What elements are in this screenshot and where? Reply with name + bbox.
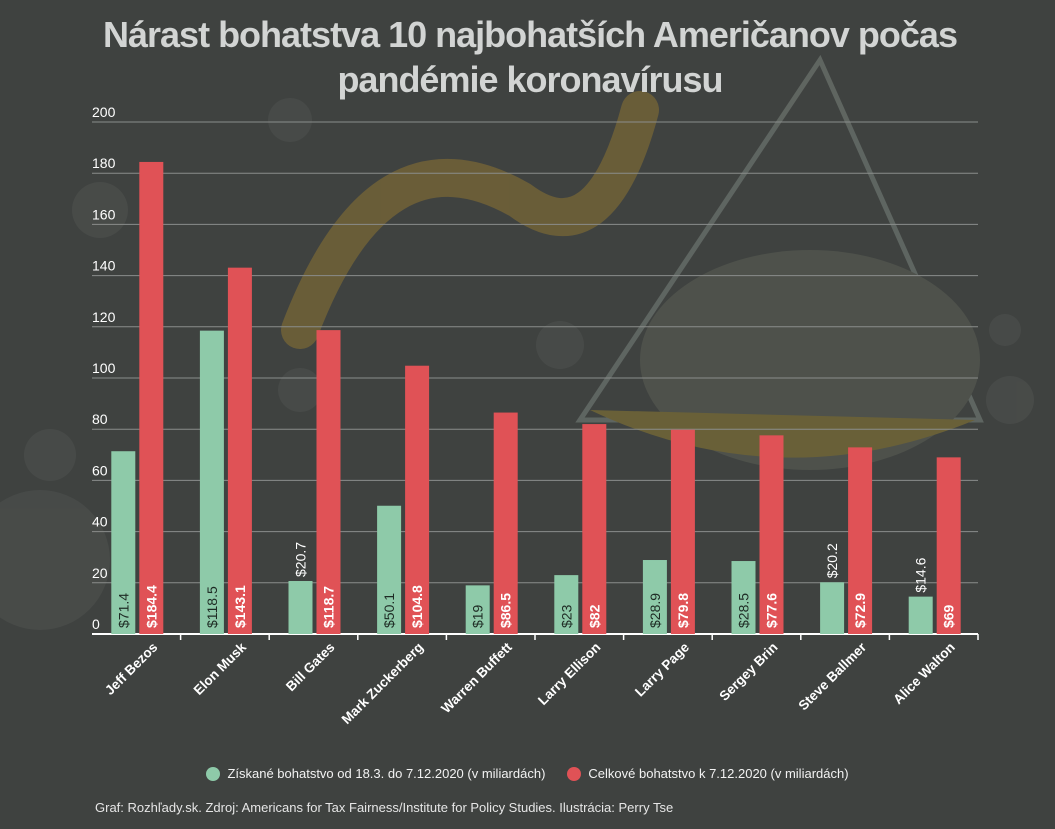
data-label: $104.8 [409,585,425,628]
data-label: $82 [586,604,602,628]
data-label: $50.1 [381,593,397,628]
bar-total [139,161,164,634]
data-label: $20.2 [824,543,840,578]
y-tick-label: 80 [92,411,108,427]
legend-swatch-total [567,766,582,781]
data-label: $184.4 [143,585,159,628]
y-tick-label: 20 [92,565,108,581]
legend-item-gained[interactable]: Získané bohatstvo od 18.3. do 7.12.2020 … [206,766,545,781]
bar-gained [820,582,845,634]
data-label: $28.9 [647,593,663,628]
bar-total [759,435,784,634]
source-note: Graf: Rozhľady.sk. Zdroj: Americans for … [95,800,674,815]
data-label: $72.9 [852,593,868,628]
bar-gained [465,585,490,634]
y-tick-label: 180 [92,155,116,171]
data-label: $118.7 [321,586,337,628]
bar-gained [908,596,933,634]
y-tick-label: 100 [92,360,116,376]
data-label: $19 [470,604,486,628]
legend: Získané bohatstvo od 18.3. do 7.12.2020 … [0,766,1055,781]
chart-title: Nárast bohatstva 10 najbohatších Američa… [103,14,958,100]
bar-total [227,267,252,634]
data-label: $77.6 [764,593,780,628]
bar-total [848,447,873,634]
bar-gained [642,560,667,634]
data-label: $69 [941,604,957,628]
x-category-label: Warren Buffett [438,639,515,716]
y-tick-label: 160 [92,206,116,222]
x-category-label: Mark Zuckerberg [339,640,427,728]
y-tick-label: 0 [92,616,100,632]
data-label: $79.8 [675,593,691,628]
y-tick-label: 120 [92,309,116,325]
data-label: $23 [558,604,574,628]
legend-item-total[interactable]: Celkové bohatstvo k 7.12.2020 (v miliard… [567,766,849,781]
x-category-label: Steve Ballmer [795,639,869,713]
bar-gained [554,575,579,634]
y-tick-label: 60 [92,462,108,478]
y-tick-label: 140 [92,258,116,274]
data-label: $86.5 [498,593,514,628]
legend-label-gained: Získané bohatstvo od 18.3. do 7.12.2020 … [227,766,546,781]
x-category-label: Alice Walton [890,640,958,708]
bar-total [936,457,961,634]
bar-gained [288,581,313,634]
x-category-label: Larry Ellison [535,640,603,708]
bar-total [316,330,341,634]
x-category-label: Larry Page [632,639,692,699]
data-label: $14.6 [913,557,929,592]
x-category-label: Jeff Bezos [102,640,160,698]
y-tick-label: 200 [92,104,116,120]
data-label: $143.1 [232,585,248,628]
data-label: $20.7 [293,542,309,577]
data-label: $118.5 [204,586,220,628]
legend-swatch-gained [206,766,221,781]
bar-gained [377,505,402,634]
bar-total [405,365,430,634]
legend-label-total: Celkové bohatstvo k 7.12.2020 (v miliard… [588,766,849,781]
bar-gained [731,561,756,634]
bar-gained [199,330,224,634]
data-label: $28.5 [736,593,752,628]
bar-gained [111,451,136,634]
bar-total [493,412,518,634]
x-category-label: Bill Gates [283,640,338,695]
y-tick-label: 40 [92,514,108,530]
x-category-label: Elon Musk [191,639,250,698]
bar-total [582,424,607,634]
data-label: $71.4 [115,593,131,628]
bar-total [670,429,695,634]
x-category-label: Sergey Brin [716,640,780,704]
